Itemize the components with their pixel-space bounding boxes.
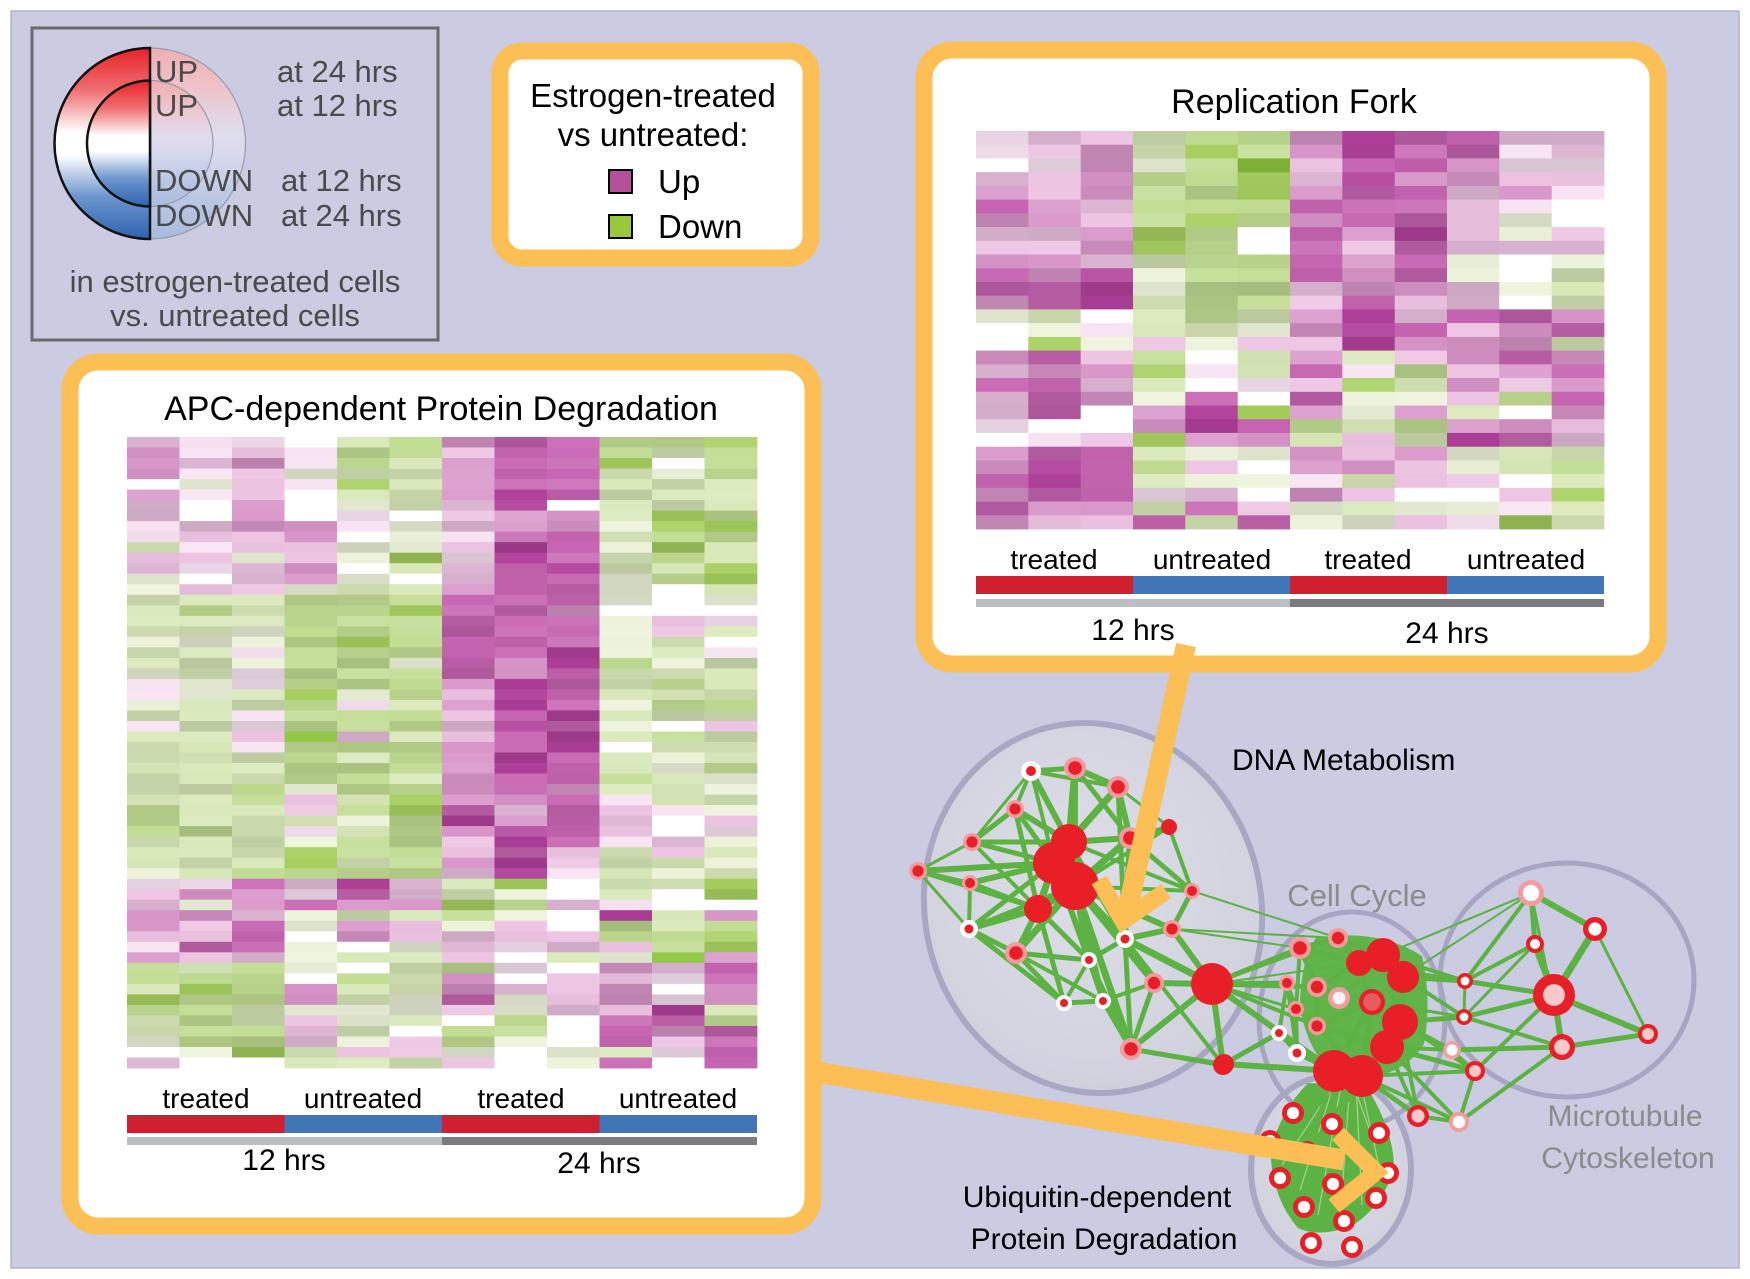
svg-text:at 12 hrs: at 12 hrs — [277, 88, 398, 123]
svg-text:Estrogen-treated: Estrogen-treated — [530, 77, 776, 114]
svg-text:12 hrs: 12 hrs — [1091, 614, 1174, 647]
svg-text:Cytoskeleton: Cytoskeleton — [1541, 1142, 1714, 1175]
svg-text:treated: treated — [162, 1083, 249, 1114]
svg-text:vs untreated:: vs untreated: — [558, 116, 749, 153]
svg-text:Down: Down — [658, 208, 742, 245]
svg-text:untreated: untreated — [619, 1083, 737, 1114]
svg-text:in estrogen-treated cells: in estrogen-treated cells — [70, 264, 401, 299]
svg-text:Microtubule: Microtubule — [1547, 1100, 1702, 1133]
svg-text:untreated: untreated — [1467, 544, 1585, 575]
svg-text:Protein Degradation: Protein Degradation — [971, 1223, 1238, 1256]
svg-text:Up: Up — [658, 163, 700, 200]
svg-text:DNA Metabolism: DNA Metabolism — [1232, 744, 1455, 777]
svg-text:at 24 hrs: at 24 hrs — [277, 54, 398, 89]
svg-text:at 12 hrs: at 12 hrs — [281, 163, 402, 198]
svg-text:DOWN: DOWN — [155, 163, 253, 198]
svg-text:untreated: untreated — [1153, 544, 1271, 575]
svg-text:UP: UP — [155, 88, 198, 123]
svg-text:Cell Cycle: Cell Cycle — [1287, 878, 1427, 913]
svg-text:treated: treated — [1324, 544, 1411, 575]
svg-text:untreated: untreated — [304, 1083, 422, 1114]
svg-text:UP: UP — [155, 54, 198, 89]
svg-text:12 hrs: 12 hrs — [242, 1144, 325, 1177]
svg-text:vs. untreated cells: vs. untreated cells — [110, 298, 360, 333]
svg-text:treated: treated — [1010, 544, 1097, 575]
svg-text:at 24 hrs: at 24 hrs — [281, 198, 402, 233]
svg-text:Ubiquitin-dependent: Ubiquitin-dependent — [963, 1181, 1232, 1214]
svg-text:Replication Fork: Replication Fork — [1171, 83, 1418, 121]
svg-text:APC-dependent Protein Degradat: APC-dependent Protein Degradation — [164, 390, 718, 428]
svg-text:24 hrs: 24 hrs — [1405, 617, 1488, 650]
svg-text:DOWN: DOWN — [155, 198, 253, 233]
svg-text:24 hrs: 24 hrs — [557, 1147, 640, 1180]
svg-text:treated: treated — [477, 1083, 564, 1114]
